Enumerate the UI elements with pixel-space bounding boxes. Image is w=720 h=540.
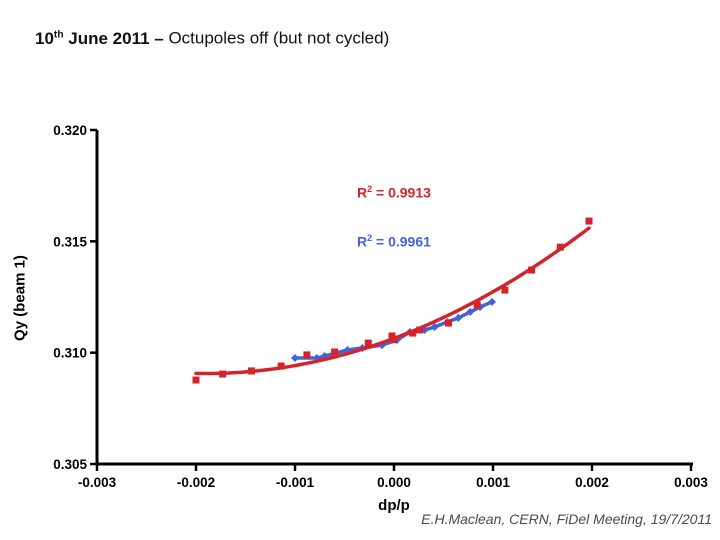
blue-data-point bbox=[488, 297, 497, 306]
x-tick-label: 0.002 bbox=[575, 475, 609, 490]
blue-data-point bbox=[466, 307, 475, 316]
red-data-point bbox=[556, 243, 564, 251]
blue-data-point bbox=[291, 354, 299, 363]
x-axis-title: dp/p bbox=[378, 497, 410, 514]
red-trendline bbox=[194, 226, 591, 376]
axes bbox=[95, 130, 693, 466]
red-data-point bbox=[409, 329, 417, 337]
title-day-number: 10 bbox=[35, 28, 54, 48]
red-data-point bbox=[473, 301, 481, 309]
title-date: 10th June 2011 – bbox=[35, 29, 168, 48]
r-squared-red-value: = 0.9913 bbox=[372, 184, 431, 201]
r-squared-red-sup: 2 bbox=[367, 184, 373, 194]
r-squared-red-base: R bbox=[357, 184, 368, 201]
red-data-point bbox=[444, 319, 452, 327]
red-data-point bbox=[219, 370, 227, 378]
red-data-point bbox=[585, 217, 593, 225]
title-month-year: June 2011 – bbox=[63, 28, 169, 48]
r-squared-blue-value: = 0.9961 bbox=[372, 233, 431, 250]
red-data-point bbox=[390, 336, 398, 344]
red-data-point bbox=[388, 332, 396, 340]
x-tick-label: -0.001 bbox=[276, 475, 315, 490]
red-data-point bbox=[331, 348, 339, 356]
footer-credit: E.H.Maclean, CERN, FiDel Meeting, 19/7/2… bbox=[421, 511, 712, 527]
red-data-point bbox=[303, 351, 311, 359]
r-squared-annotation-blue: R2 = 0.9961 bbox=[357, 233, 431, 250]
blue-data-point bbox=[430, 323, 439, 332]
red-data-point bbox=[192, 376, 200, 384]
red-data-point bbox=[528, 266, 536, 274]
x-tick-label: -0.002 bbox=[177, 475, 215, 490]
x-tick-label: 0.001 bbox=[476, 475, 510, 490]
y-axis-title: Qy (beam 1) bbox=[11, 255, 29, 341]
red-data-point bbox=[364, 339, 372, 347]
x-tick-label: 0.000 bbox=[377, 475, 411, 490]
y-axis-ticks: 0.305 0.310 0.315 0.320 bbox=[53, 123, 97, 472]
x-tick-label: -0.003 bbox=[78, 475, 117, 490]
y-tick-label: 0.320 bbox=[53, 123, 87, 138]
x-tick-label: 0.003 bbox=[674, 475, 708, 490]
red-data-point bbox=[501, 286, 509, 294]
x-axis-ticks: -0.003 -0.002 -0.001 0.000 0.001 0.002 0.003 bbox=[78, 464, 708, 490]
y-tick-label: 0.315 bbox=[53, 234, 87, 249]
blue-data-point bbox=[454, 313, 463, 322]
y-tick-label: 0.310 bbox=[53, 346, 87, 361]
r-squared-annotation-red: R2 = 0.9913 bbox=[357, 184, 431, 201]
red-data-point bbox=[247, 367, 255, 375]
red-data-point bbox=[277, 362, 285, 370]
r-squared-blue-sup: 2 bbox=[367, 233, 373, 243]
r-squared-blue-base: R bbox=[357, 233, 368, 250]
title-ordinal-suffix: th bbox=[53, 29, 64, 40]
title-subject: Octupoles off (but not cycled) bbox=[168, 28, 390, 48]
slide-title: 10th June 2011 – Octupoles off (but not … bbox=[35, 25, 389, 49]
red-data-point bbox=[416, 326, 424, 334]
red-series bbox=[192, 217, 593, 384]
y-tick-label: 0.305 bbox=[53, 457, 87, 472]
